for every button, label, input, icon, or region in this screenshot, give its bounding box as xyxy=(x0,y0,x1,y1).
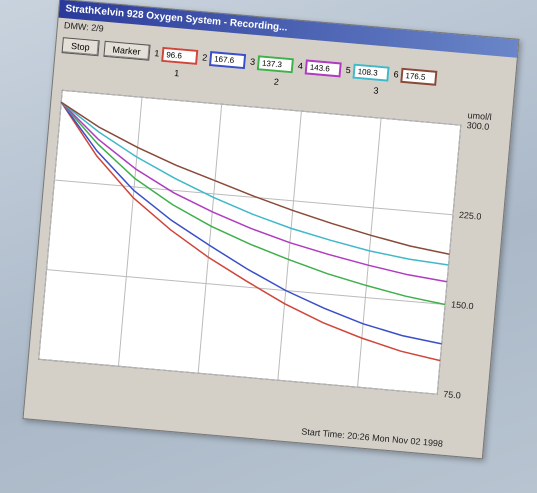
y-tick-label: 75.0 xyxy=(443,389,461,400)
marker-label: 2 xyxy=(273,76,280,88)
channel-readout: 137.3 xyxy=(256,54,294,73)
start-time: Start Time: 20:26 Mon Nov 02 1998 xyxy=(300,426,444,449)
grid-line xyxy=(197,104,223,374)
series-line xyxy=(60,101,450,255)
series-line xyxy=(60,101,449,266)
grid-line xyxy=(54,179,453,216)
grid-line xyxy=(38,90,63,360)
channel: 1 96.6 xyxy=(154,46,198,65)
channel-number: 4 xyxy=(297,60,304,72)
channel-number: 3 xyxy=(249,56,256,67)
series-line xyxy=(60,101,441,362)
grid-line xyxy=(436,125,462,395)
channel: 6 176.5 xyxy=(393,67,438,86)
channel-readout: 176.5 xyxy=(399,67,438,86)
grid-line xyxy=(38,358,438,395)
y-axis-label: umol/l xyxy=(467,110,492,122)
app-window: StrathKelvin 928 Oxygen System - Recordi… xyxy=(22,0,520,460)
button[interactable]: Marker xyxy=(102,40,151,61)
series-line xyxy=(60,101,448,283)
channel-number: 1 xyxy=(153,48,160,59)
channel: 2 167.6 xyxy=(202,50,246,69)
y-tick-label: 150.0 xyxy=(451,299,474,311)
channel-number: 2 xyxy=(201,52,208,63)
channel-readout: 96.6 xyxy=(160,46,198,65)
channel-number: 5 xyxy=(345,64,352,76)
channel-readout: 167.6 xyxy=(208,50,246,69)
grid-line xyxy=(357,118,382,388)
grid-line xyxy=(62,89,461,126)
channel-readout: 108.3 xyxy=(352,63,390,82)
button[interactable]: Stop xyxy=(61,37,100,57)
grid-line xyxy=(46,269,446,305)
channel-readout: 143.6 xyxy=(304,58,342,77)
channel: 4 143.6 xyxy=(297,58,342,77)
grid-line xyxy=(277,111,302,381)
marker-label: 1 xyxy=(173,67,180,79)
channel-number: 6 xyxy=(393,69,400,80)
y-tick-label: 300.0 xyxy=(466,120,489,132)
marker-label: 3 xyxy=(373,85,379,96)
series-line xyxy=(60,101,442,345)
channel: 3 137.3 xyxy=(249,54,294,73)
y-tick-label: 225.0 xyxy=(459,210,482,222)
series-line xyxy=(60,101,446,306)
grid-line xyxy=(117,97,143,367)
channel: 5 108.3 xyxy=(345,62,390,82)
